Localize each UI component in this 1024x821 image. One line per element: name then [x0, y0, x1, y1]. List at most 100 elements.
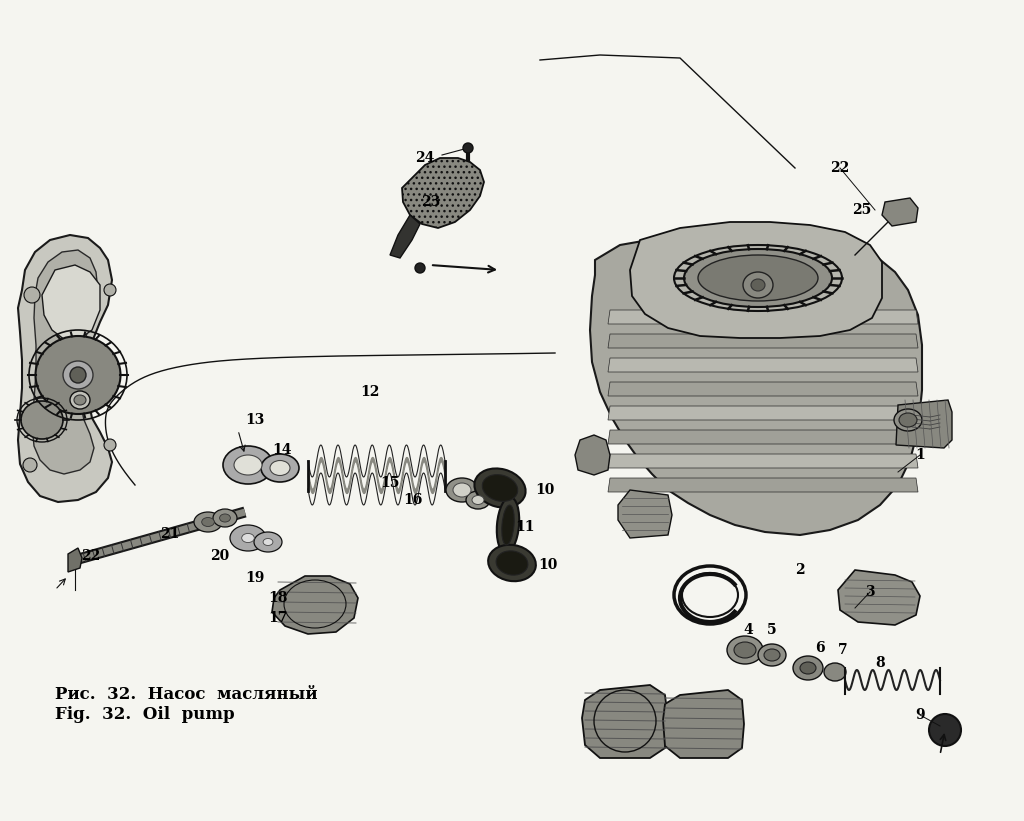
- Ellipse shape: [270, 461, 290, 475]
- Polygon shape: [608, 382, 918, 396]
- Text: 8: 8: [876, 656, 885, 670]
- Circle shape: [23, 458, 37, 472]
- Text: 10: 10: [539, 558, 558, 572]
- Ellipse shape: [202, 517, 214, 526]
- Ellipse shape: [899, 413, 918, 427]
- Circle shape: [463, 143, 473, 153]
- Ellipse shape: [263, 539, 273, 545]
- Ellipse shape: [800, 662, 816, 674]
- Circle shape: [415, 263, 425, 273]
- Polygon shape: [575, 435, 610, 475]
- Ellipse shape: [22, 401, 63, 439]
- Text: 3: 3: [865, 585, 874, 599]
- Ellipse shape: [74, 395, 86, 405]
- Ellipse shape: [70, 391, 90, 409]
- Ellipse shape: [234, 455, 262, 475]
- Text: 1: 1: [915, 448, 925, 462]
- Ellipse shape: [496, 551, 528, 576]
- Ellipse shape: [254, 532, 282, 552]
- Text: 13: 13: [246, 413, 264, 427]
- Polygon shape: [590, 235, 922, 535]
- Ellipse shape: [698, 255, 818, 301]
- Circle shape: [24, 287, 40, 303]
- Polygon shape: [608, 358, 918, 372]
- Ellipse shape: [223, 446, 273, 484]
- Polygon shape: [608, 334, 918, 348]
- Text: 19: 19: [246, 571, 264, 585]
- Polygon shape: [608, 454, 918, 468]
- Ellipse shape: [213, 509, 237, 527]
- Text: 20: 20: [210, 549, 229, 563]
- Text: 2: 2: [796, 563, 805, 577]
- Text: 9: 9: [915, 708, 925, 722]
- Ellipse shape: [230, 525, 266, 551]
- Text: 15: 15: [380, 476, 399, 490]
- Text: 16: 16: [403, 493, 423, 507]
- Ellipse shape: [194, 512, 222, 532]
- Text: 23: 23: [421, 195, 440, 209]
- Ellipse shape: [219, 514, 230, 522]
- Text: 6: 6: [815, 641, 824, 655]
- Text: 14: 14: [272, 443, 292, 457]
- Ellipse shape: [242, 534, 254, 543]
- Polygon shape: [608, 406, 918, 420]
- Ellipse shape: [261, 454, 299, 482]
- Ellipse shape: [497, 497, 519, 553]
- Circle shape: [104, 439, 116, 451]
- Text: 5: 5: [767, 623, 777, 637]
- Text: 22: 22: [830, 161, 850, 175]
- Ellipse shape: [63, 361, 93, 389]
- Text: 18: 18: [268, 591, 288, 605]
- Ellipse shape: [488, 545, 536, 581]
- Text: 11: 11: [515, 520, 535, 534]
- Text: Рис.  32.  Насос  масляный: Рис. 32. Насос масляный: [55, 686, 317, 703]
- Circle shape: [70, 367, 86, 383]
- Circle shape: [104, 284, 116, 296]
- Text: 4: 4: [743, 623, 753, 637]
- Ellipse shape: [453, 483, 471, 497]
- Polygon shape: [68, 548, 82, 572]
- Polygon shape: [882, 198, 918, 226]
- Text: 7: 7: [839, 643, 848, 657]
- Ellipse shape: [36, 336, 121, 414]
- Polygon shape: [42, 265, 100, 340]
- Text: 22: 22: [81, 549, 100, 563]
- Polygon shape: [896, 400, 952, 448]
- Text: Fig.  32.  Oil  pump: Fig. 32. Oil pump: [55, 706, 234, 723]
- Polygon shape: [18, 235, 112, 502]
- Ellipse shape: [482, 475, 518, 502]
- Polygon shape: [618, 490, 672, 538]
- Text: 12: 12: [360, 385, 380, 399]
- Text: 25: 25: [852, 203, 871, 217]
- Polygon shape: [630, 222, 882, 338]
- Polygon shape: [608, 430, 918, 444]
- Ellipse shape: [824, 663, 846, 681]
- Polygon shape: [582, 685, 668, 758]
- Ellipse shape: [446, 478, 478, 502]
- Ellipse shape: [502, 505, 514, 545]
- Polygon shape: [663, 690, 744, 758]
- Ellipse shape: [751, 279, 765, 291]
- Ellipse shape: [894, 409, 922, 431]
- Text: 17: 17: [268, 611, 288, 625]
- Polygon shape: [402, 158, 484, 228]
- Ellipse shape: [734, 642, 756, 658]
- Ellipse shape: [474, 469, 525, 507]
- Text: 21: 21: [161, 527, 179, 541]
- Ellipse shape: [793, 656, 823, 680]
- Polygon shape: [608, 478, 918, 492]
- Ellipse shape: [758, 644, 786, 666]
- Ellipse shape: [466, 491, 490, 509]
- Ellipse shape: [727, 636, 763, 664]
- Text: 24: 24: [416, 151, 434, 165]
- Polygon shape: [272, 576, 358, 634]
- Polygon shape: [390, 215, 420, 258]
- Ellipse shape: [472, 496, 484, 504]
- Ellipse shape: [684, 249, 831, 307]
- Ellipse shape: [743, 272, 773, 298]
- Ellipse shape: [764, 649, 780, 661]
- Circle shape: [929, 714, 961, 746]
- Polygon shape: [838, 570, 920, 625]
- Polygon shape: [32, 250, 98, 474]
- Text: 10: 10: [536, 483, 555, 497]
